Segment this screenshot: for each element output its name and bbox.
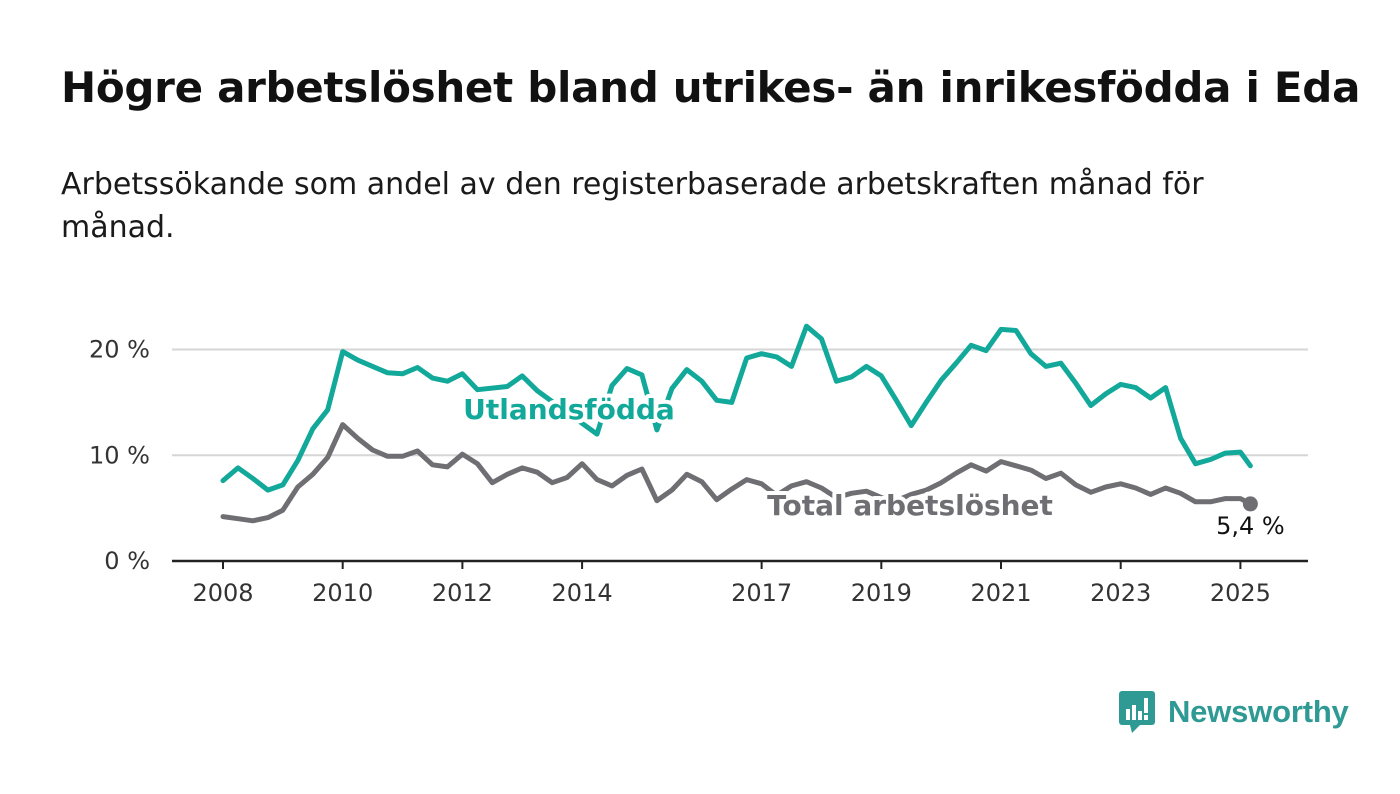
x-tick-label: 2021	[970, 579, 1031, 607]
series-label-halo: Utlandsfödda	[463, 393, 675, 426]
x-tick-label: 2023	[1090, 579, 1151, 607]
x-tick-label: 2019	[851, 579, 912, 607]
last-value-point	[1242, 496, 1258, 512]
series-label: Total arbetslöshet	[767, 489, 1053, 522]
y-tick-label: 20 %	[89, 336, 150, 364]
newsworthy-brand[interactable]: Newsworthy	[1118, 690, 1349, 734]
chart-title: Högre arbetslöshet bland utrikes- än inr…	[61, 63, 1361, 112]
last-value-label: 5,4 %	[1216, 512, 1285, 540]
y-tick-label: 0 %	[104, 547, 150, 575]
x-tick-label: 2010	[312, 579, 373, 607]
axes: 0 % 10 % 20 % 2008 2010 2012 2014 2017 2019 2021 2…	[89, 336, 1308, 607]
series-lines	[220, 323, 1253, 524]
series-label-halo: Total arbetslöshet	[767, 489, 1053, 522]
x-tick-label: 2025	[1210, 579, 1271, 607]
newsworthy-logo-icon	[1119, 691, 1155, 733]
y-tick-label: 10 %	[89, 441, 150, 469]
series-line-utlandsfodda	[220, 323, 1253, 493]
gridlines	[172, 348, 1308, 457]
x-tick-label: 2008	[192, 579, 253, 607]
chart-subtitle: Arbetssökande som andel av den registerb…	[61, 167, 1204, 245]
x-tick-label: 2017	[731, 579, 792, 607]
series-line-total	[220, 422, 1253, 524]
series-label: Utlandsfödda	[463, 393, 675, 426]
x-tick-label: 2014	[552, 579, 613, 607]
brand-name: Newsworthy	[1168, 694, 1349, 729]
x-tick-label: 2012	[432, 579, 493, 607]
